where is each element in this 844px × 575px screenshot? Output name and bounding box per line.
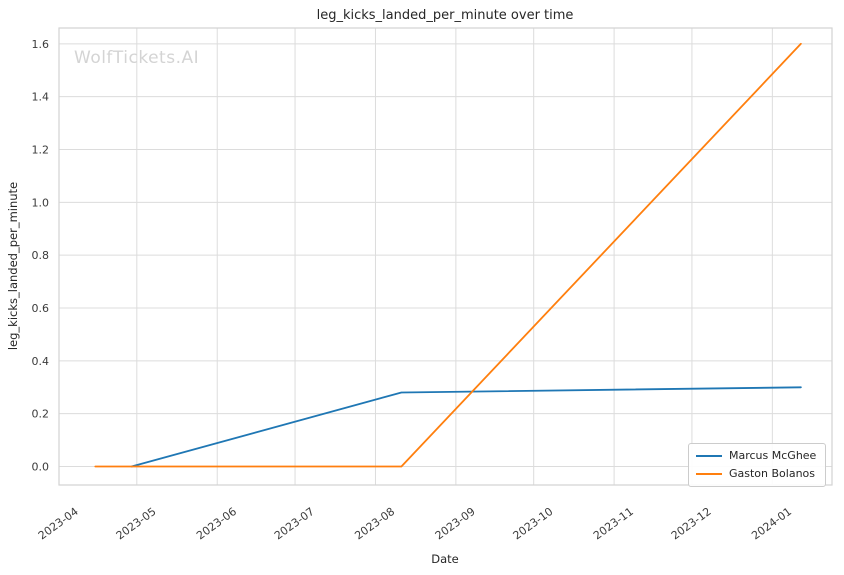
y-tick-label: 1.0 [32, 196, 50, 209]
x-axis-label: Date [431, 552, 459, 566]
y-tick-label: 0.6 [32, 302, 50, 315]
legend: Marcus McGhee Gaston Bolanos [688, 443, 827, 487]
legend-item-gaston-bolanos: Gaston Bolanos [696, 466, 816, 481]
x-tick-label: 2024-01 [749, 505, 794, 543]
legend-line-swatch-orange [696, 472, 722, 475]
x-tick-label: 2023-08 [352, 505, 397, 543]
x-tick-label: 2023-11 [591, 505, 636, 543]
watermark: WolfTickets.AI [74, 48, 200, 68]
x-tick-label: 2023-12 [669, 505, 714, 543]
y-tick-label: 1.2 [32, 144, 50, 157]
x-tick-label: 2023-07 [272, 505, 317, 543]
x-tick-labels: 2023-04 2023-05 2023-06 2023-07 2023-08 2023-… [36, 505, 794, 543]
y-tick-label: 0.4 [32, 355, 50, 368]
y-axis-label: leg_kicks_landed_per_minute [6, 182, 20, 350]
plot-border [58, 27, 833, 486]
y-tick-label: 1.6 [32, 38, 50, 51]
y-tick-label: 0.2 [32, 408, 50, 421]
x-tick-label: 2023-06 [194, 505, 239, 543]
chart-title: leg_kicks_landed_per_minute over time [317, 8, 574, 23]
legend-item-marcus-mcghee: Marcus McGhee [696, 448, 816, 463]
legend-label: Marcus McGhee [729, 449, 817, 462]
y-tick-label: 1.4 [32, 91, 50, 104]
series-line-marcus-mcghee [130, 386, 802, 468]
legend-line-swatch-blue [696, 454, 722, 457]
x-tick-label: 2023-09 [433, 505, 478, 543]
gridlines [58, 28, 832, 485]
y-tick-label: 0.0 [32, 461, 50, 474]
y-tick-label: 0.8 [32, 249, 50, 262]
data-series [94, 42, 802, 468]
x-tick-label: 2023-10 [511, 505, 556, 543]
series-line-gaston-bolanos [94, 42, 802, 468]
x-tick-label: 2023-04 [36, 505, 81, 543]
x-tick-label: 2023-05 [114, 505, 159, 543]
y-tick-labels: 0.0 0.2 0.4 0.6 0.8 1.0 1.2 1.4 1.6 [32, 38, 50, 474]
legend-label: Gaston Bolanos [729, 467, 816, 480]
